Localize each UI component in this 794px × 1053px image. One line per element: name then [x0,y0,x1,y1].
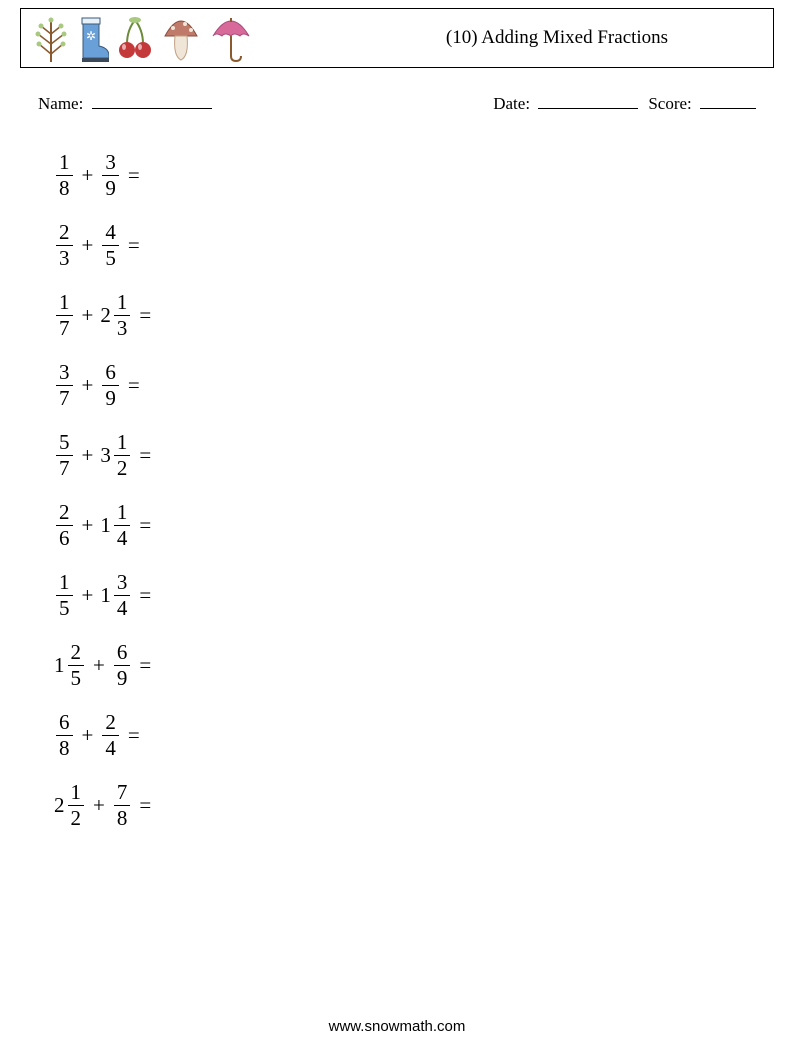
problem-row: 17+213= [54,280,774,350]
problem-row: 37+69= [54,350,774,420]
svg-text:✲: ✲ [86,29,96,43]
problem-row: 23+45= [54,210,774,280]
name-label: Name: [38,94,83,113]
tree-icon [33,14,69,62]
problems-list: 18+39=23+45=17+213=37+69=57+312=26+114=1… [20,140,774,840]
problem-row: 26+114= [54,490,774,560]
score-label: Score: [648,94,691,113]
problem-row: 18+39= [54,140,774,210]
date-blank[interactable] [538,92,638,109]
umbrella-icon [209,14,253,62]
name-blank[interactable] [92,92,212,109]
worksheet-title: (10) Adding Mixed Fractions [253,27,761,49]
score-blank[interactable] [700,92,756,109]
problem-row: 57+312= [54,420,774,490]
header-icons: ✲ [33,14,253,62]
problem-row: 125+69= [54,630,774,700]
header-box: ✲ [20,8,774,68]
problem-row: 15+134= [54,560,774,630]
problem-row: 68+24= [54,700,774,770]
mushroom-icon [161,14,201,62]
problem-row: 212+78= [54,770,774,840]
info-row: Name: Date: Score: [20,88,774,140]
cherries-icon [117,14,153,62]
boot-icon: ✲ [77,14,109,62]
date-label: Date: [493,94,530,113]
footer-link: www.snowmath.com [0,1018,794,1035]
